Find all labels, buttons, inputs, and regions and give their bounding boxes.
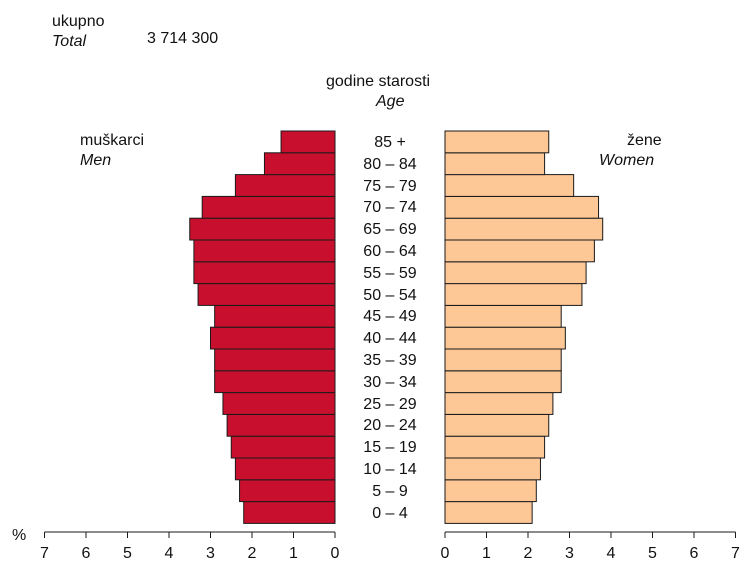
age-group-label: 30 – 34 [363,373,417,391]
men-x-tick-label: 0 [330,545,340,562]
men-x-tick-label: 7 [40,545,49,562]
total-label-en: Total [52,33,87,50]
men-bar-4 [226,413,336,437]
men-x-tick-label: 1 [289,545,298,562]
men-bar-9 [214,304,336,328]
men-x-tick-label: 5 [123,545,132,562]
women-bar-5 [444,392,554,415]
age-group-label: 70 – 74 [363,199,417,217]
women-bar-10 [444,283,583,306]
men-label: muškarci [80,132,145,149]
women-bar-17 [444,130,550,154]
age-group-label: 10 – 14 [363,461,417,478]
age-group-label: 45 – 49 [363,308,417,326]
men-bar-3 [230,435,336,459]
women-x-tick-label: 7 [731,545,740,562]
women-bar-12 [444,239,595,263]
men-bar-14 [201,195,336,219]
women-x-tick-label: 5 [648,545,657,562]
women-bar-13 [444,217,604,241]
men-x-tick-label: 2 [247,545,257,562]
women-label: žene [627,132,662,149]
age-group-label: 85 + [374,134,406,151]
men-bar-8 [210,326,336,350]
men-x-tick-label: 4 [164,545,174,562]
men-bar-13 [189,217,336,241]
age-group-label: 60 – 64 [363,243,417,260]
men-bar-11 [193,261,336,285]
age-group-label: 0 – 4 [372,504,408,522]
women-bar-4 [444,413,550,437]
age-group-label: 25 – 29 [363,395,417,413]
age-group-label: 50 – 54 [363,286,417,304]
women-bar-16 [444,152,546,176]
total-value: 3 714 300 [147,30,219,47]
women-bar-14 [444,195,600,219]
percent-symbol: % [12,527,27,544]
men-bar-2 [234,457,336,481]
men-bar-16 [263,152,336,176]
women-x-tick-label: 3 [565,545,574,562]
women-x-tick-label: 4 [606,545,616,562]
men-bar-7 [214,348,336,372]
age-group-label: 20 – 24 [363,417,417,435]
age-group-label: 40 – 44 [363,330,417,348]
men-bar-6 [214,370,336,394]
men-bar-0 [243,501,336,524]
women-bar-1 [444,479,537,503]
women-bar-2 [444,457,541,481]
women-label-en: Women [599,152,655,169]
men-label-en: Men [80,152,112,169]
women-x-tick-label: 0 [440,545,450,562]
men-bar-15 [234,174,336,197]
men-bar-5 [222,392,336,415]
women-bar-8 [444,326,566,350]
age-group-label: 35 – 39 [363,352,417,369]
men-bar-17 [280,130,336,154]
women-bar-15 [444,174,575,197]
women-bar-3 [444,435,546,459]
age-title: godine starosti [326,73,431,90]
age-group-label: 55 – 59 [363,264,417,282]
women-x-tick-label: 1 [482,545,491,562]
age-group-label: 75 – 79 [363,177,417,195]
men-bar-1 [239,479,336,503]
age-group-label: 15 – 19 [363,439,417,457]
total-label: ukupno [52,13,105,30]
age-group-label: 65 – 69 [363,221,417,239]
women-bar-9 [444,304,562,328]
women-x-tick-label: 6 [689,545,699,562]
age-group-label: 5 – 9 [372,482,408,500]
men-bar-10 [197,283,336,306]
men-x-tick-label: 3 [206,545,215,562]
women-bar-7 [444,348,562,372]
women-bar-6 [444,370,562,394]
age-group-label: 80 – 84 [363,155,417,173]
women-x-tick-label: 2 [523,545,533,562]
age-title-en: Age [376,93,405,110]
women-bar-11 [444,261,587,285]
men-x-tick-label: 6 [81,545,91,562]
women-bar-0 [444,501,533,524]
men-bar-12 [193,239,336,263]
